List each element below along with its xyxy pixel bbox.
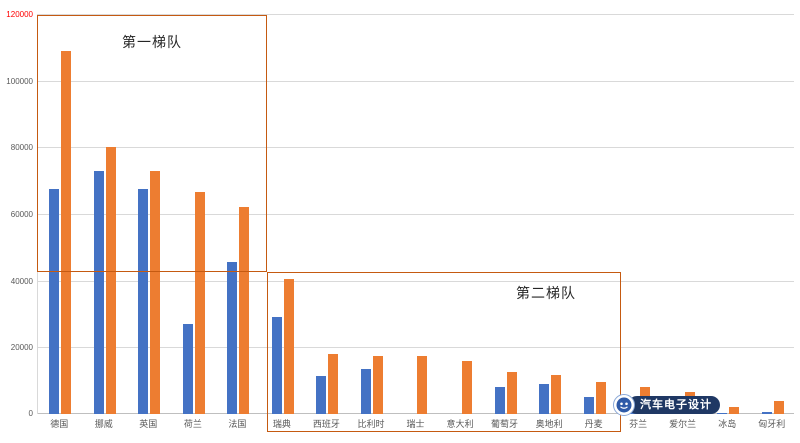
orange-series-bar (462, 361, 472, 414)
orange-series-bar (417, 356, 428, 414)
bar-group (528, 14, 573, 414)
bar-group (572, 14, 617, 414)
orange-series-bar (551, 375, 562, 414)
blue-series-bar (271, 317, 282, 414)
x-category-label: 匈牙利 (758, 419, 786, 429)
x-category-label: 芬兰 (629, 419, 648, 429)
x-category-label: 德国 (50, 419, 69, 429)
orange-series-bar (150, 171, 161, 414)
blue-series-bar (93, 171, 104, 414)
blue-series-bar (182, 324, 193, 414)
watermark: 汽车电子设计 (613, 394, 720, 416)
x-axis-line (38, 413, 794, 414)
watermark-text: 汽车电子设计 (628, 396, 720, 414)
y-tick-label: 80000 (10, 143, 33, 153)
x-category-label: 奥地利 (535, 419, 563, 429)
bar-group (661, 14, 706, 414)
gridline (38, 214, 794, 215)
orange-series-bar (328, 354, 339, 414)
bar-group (38, 14, 83, 414)
x-category-label: 西班牙 (312, 419, 340, 429)
x-category-label: 比利时 (357, 419, 385, 429)
bar-group (617, 14, 662, 414)
x-category-label: 英国 (139, 419, 158, 429)
tier1-label: 第一梯队 (122, 34, 182, 50)
x-category-label: 意大利 (446, 419, 474, 429)
tier2-annotation-box: 第二梯队 (267, 272, 621, 432)
orange-series-bar (283, 279, 294, 414)
blue-series-bar (227, 262, 238, 414)
x-category-label: 瑞典 (272, 419, 291, 429)
bar-group (750, 14, 795, 414)
bar-group (172, 14, 217, 414)
orange-series-bar (105, 147, 116, 414)
watermark-logo-icon (613, 394, 635, 416)
orange-series-bar (239, 207, 250, 414)
orange-series-bar (595, 382, 606, 414)
gridline (38, 280, 794, 282)
blue-series-bar (761, 412, 772, 414)
y-tick-label: 60000 (10, 210, 33, 219)
bar-group (350, 14, 395, 414)
orange-series-bar (729, 407, 740, 414)
y-tick-label: 100000 (6, 76, 33, 86)
x-category-label: 冰岛 (718, 419, 737, 429)
x-category-label: 葡萄牙 (491, 419, 519, 429)
blue-series-bar (138, 189, 149, 414)
blue-series-bar (360, 369, 371, 414)
y-tick-label: 0 (28, 409, 33, 418)
bar-group (127, 14, 172, 414)
blue-series-bar (316, 376, 327, 414)
bar-group (305, 14, 350, 414)
orange-series-bar (773, 401, 784, 414)
bar-group (439, 14, 484, 414)
y-tick-label: 40000 (10, 276, 33, 286)
x-category-label: 挪威 (94, 419, 113, 429)
bar-group (706, 14, 751, 414)
orange-series-bar (61, 51, 72, 414)
gridline (38, 147, 794, 149)
tier1-annotation-box: 第一梯队 (37, 15, 267, 272)
bar-group (394, 14, 439, 414)
x-category-label: 荷兰 (183, 419, 202, 429)
gridline (38, 80, 794, 82)
orange-series-bar (194, 192, 205, 414)
y-tick-label: 20000 (10, 343, 33, 353)
blue-series-bar (583, 397, 594, 414)
y-tick-label: 120000 (6, 10, 33, 19)
bar-group (83, 14, 128, 414)
x-category-label: 瑞士 (406, 419, 425, 429)
orange-series-bar (372, 356, 383, 414)
gridline (38, 14, 794, 15)
tier2-label: 第二梯队 (516, 285, 576, 301)
x-category-label: 法国 (228, 419, 247, 429)
blue-series-bar (494, 387, 505, 414)
x-category-label: 丹麦 (584, 419, 603, 429)
bar-group (216, 14, 261, 414)
blue-series-bar (49, 189, 60, 414)
blue-series-bar (539, 384, 550, 414)
blue-series-bar (717, 413, 728, 414)
gridline (38, 347, 794, 349)
x-category-label: 爱尔兰 (669, 419, 697, 429)
bar-group (483, 14, 528, 414)
bar-group (261, 14, 306, 414)
orange-series-bar (506, 372, 517, 414)
